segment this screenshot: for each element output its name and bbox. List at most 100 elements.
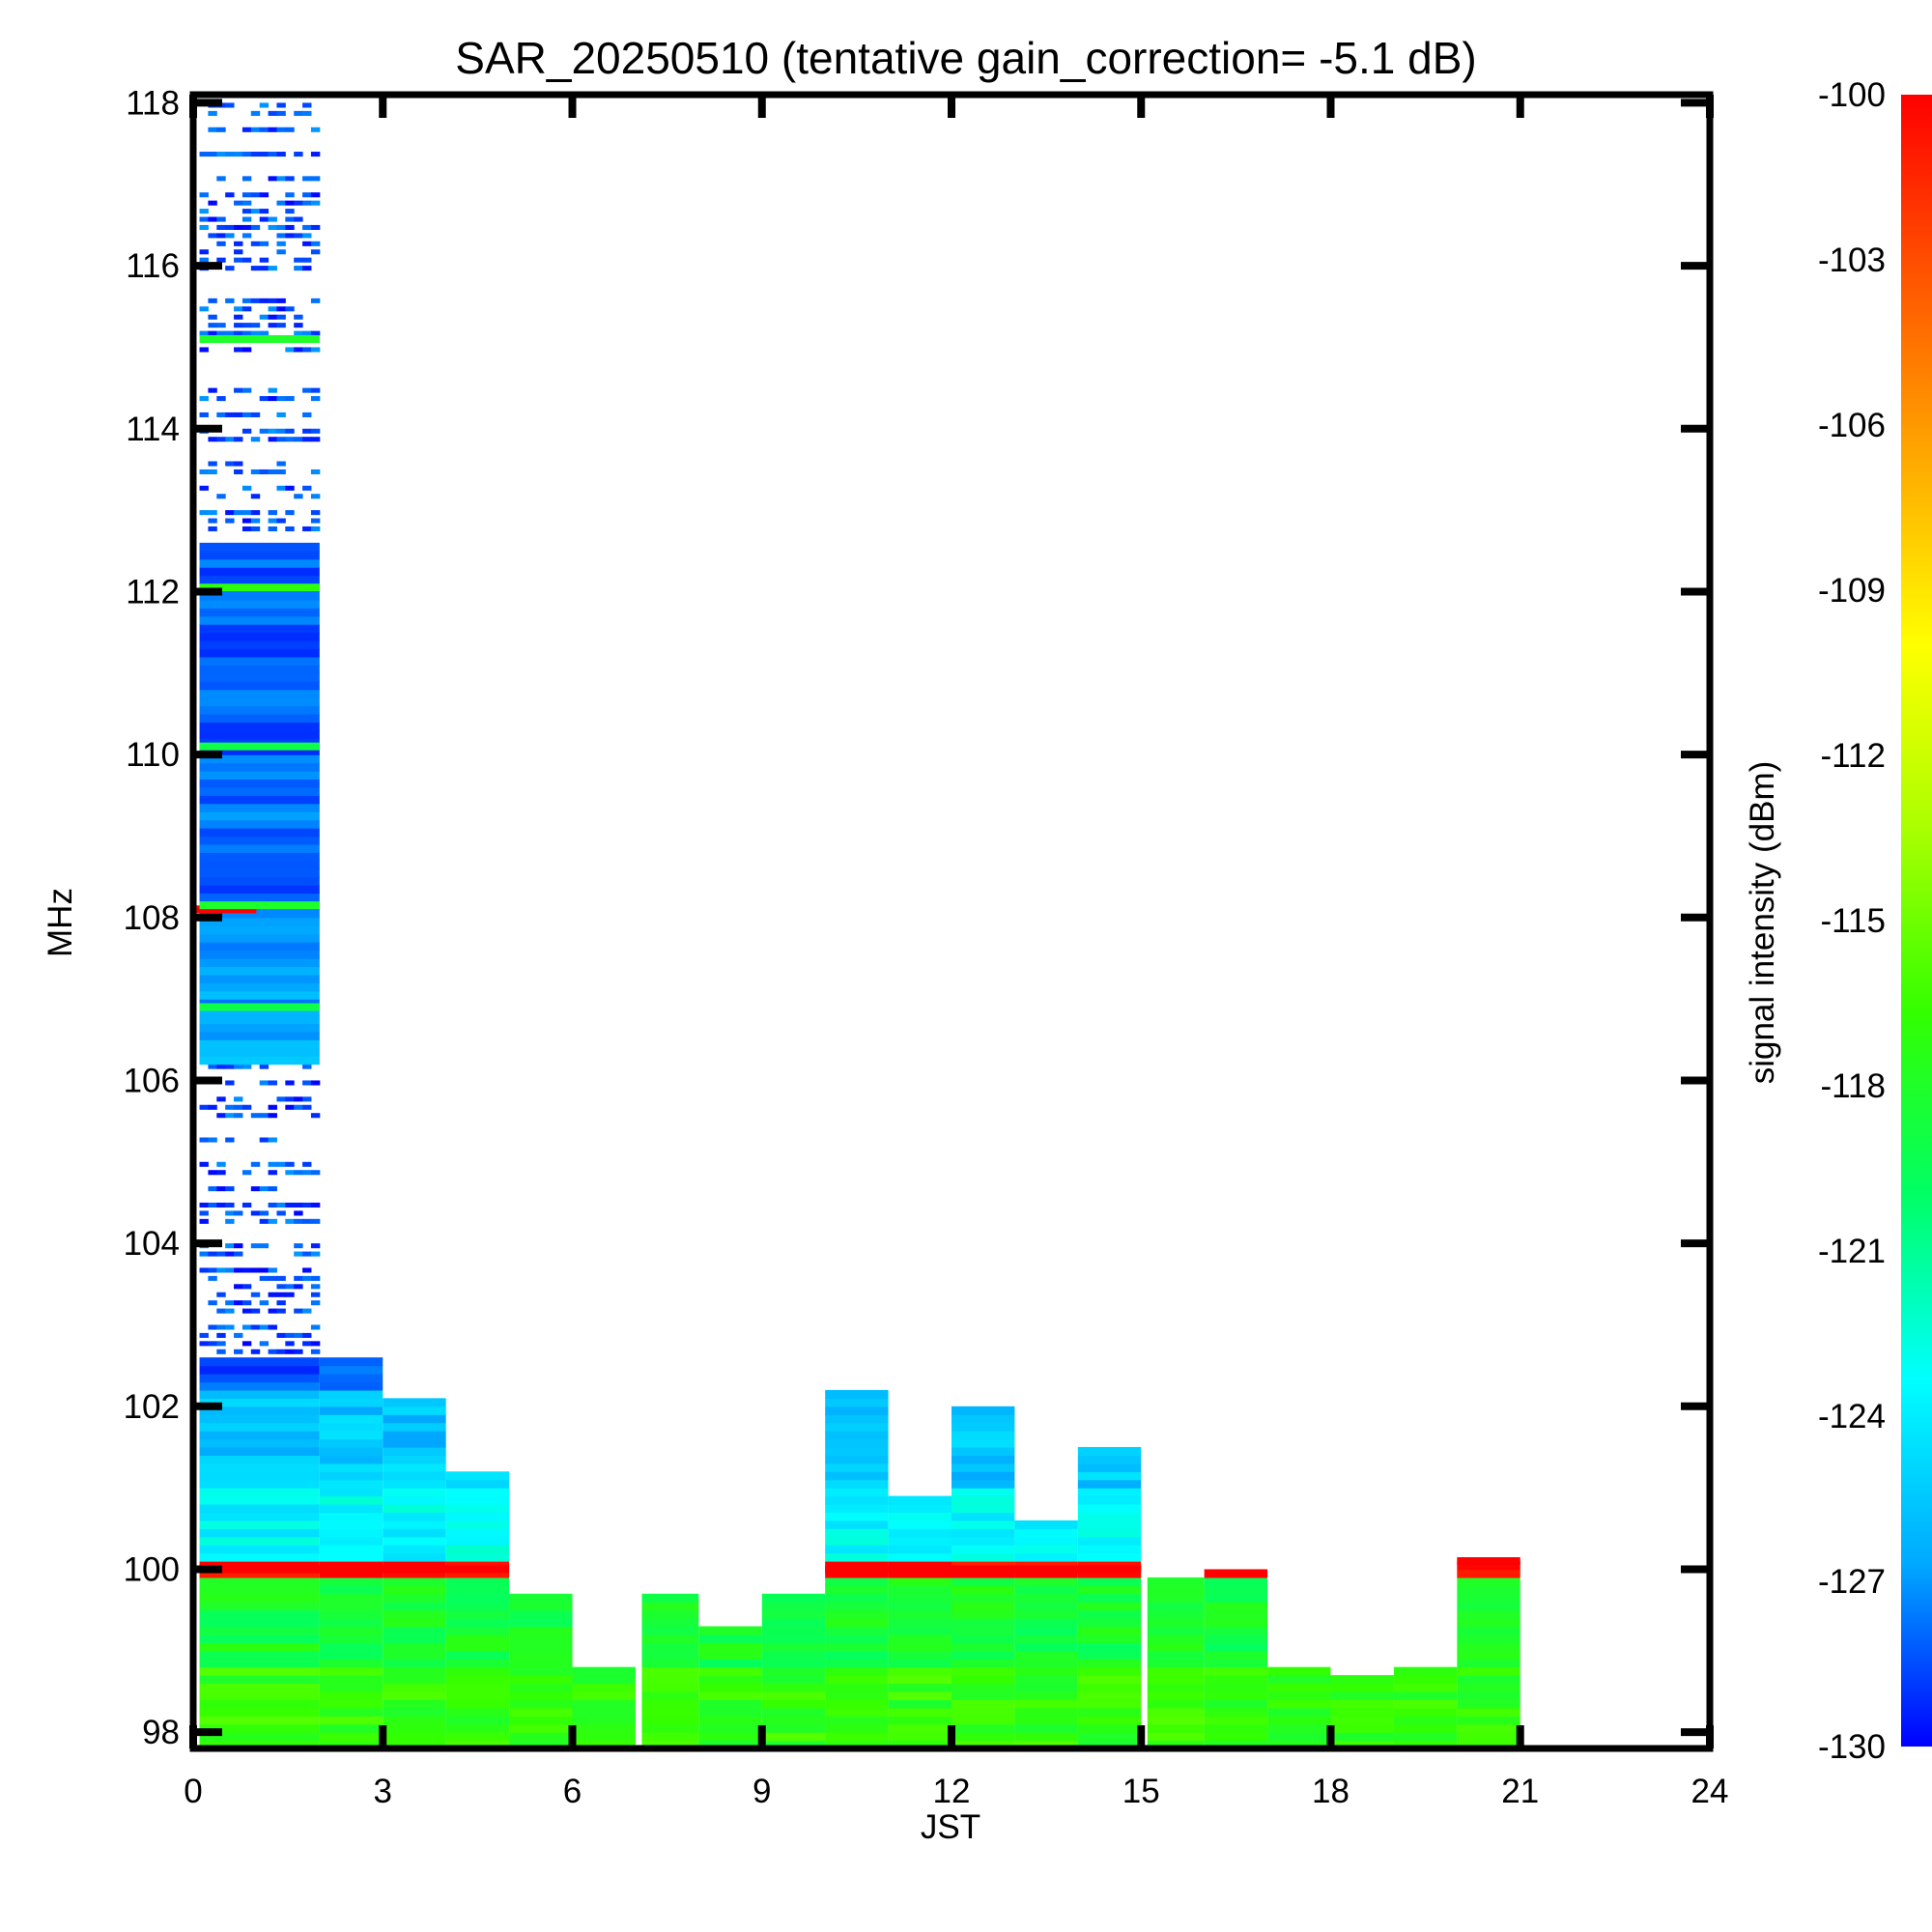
heat-cell [199, 412, 209, 417]
heat-cell [199, 615, 320, 625]
heat-cell [310, 152, 321, 157]
heat-cell [208, 1251, 217, 1257]
heat-cell [302, 192, 312, 198]
heat-cell [952, 1536, 1015, 1546]
heat-cell [1457, 1634, 1520, 1643]
heat-cell [250, 510, 261, 516]
heat-cell [572, 1707, 636, 1717]
heat-cell [509, 1634, 573, 1643]
heat-cell [199, 257, 209, 263]
heat-cell [1204, 1666, 1268, 1676]
heat-cell [208, 314, 217, 320]
y-tick-label: 110 [126, 736, 180, 774]
heat-cell [208, 510, 217, 516]
heat-cell [1204, 1675, 1268, 1685]
heat-cell [285, 437, 295, 442]
heat-cell [225, 1202, 235, 1208]
heat-cell [294, 1170, 303, 1176]
coverage-segment [1204, 1569, 1268, 1749]
heat-cell [199, 1341, 209, 1347]
heat-cell [1330, 1716, 1394, 1725]
heat-cell [1077, 1732, 1142, 1742]
heat-cell [302, 1308, 312, 1314]
heat-cell [319, 1740, 384, 1749]
heat-cell [268, 1186, 277, 1192]
heat-cell [319, 1528, 384, 1538]
heat-cell [225, 224, 235, 230]
heat-cell [698, 1642, 762, 1652]
heat-cell [698, 1626, 762, 1635]
heat-cell [952, 1455, 1015, 1464]
heat-cell [761, 1593, 826, 1603]
heat-cell [888, 1634, 952, 1643]
heat-cell [225, 437, 235, 442]
heat-cell [276, 1292, 286, 1297]
x-tick-label: 9 [753, 1773, 771, 1810]
heat-cell [888, 1650, 952, 1660]
heat-cell [302, 200, 312, 206]
heat-cell [825, 1732, 889, 1742]
heat-cell [285, 127, 295, 132]
heat-cell [1077, 1569, 1142, 1578]
y-tick-label: 108 [124, 899, 180, 937]
heat-cell [268, 1267, 277, 1273]
heat-cell [1077, 1675, 1142, 1685]
heat-cell [509, 1659, 573, 1668]
heat-cell [1393, 1675, 1458, 1685]
heat-cell [825, 1431, 889, 1440]
heat-cell [276, 233, 286, 239]
heat-cell [1077, 1528, 1142, 1538]
heat-cell [242, 152, 252, 157]
heat-cell [285, 428, 295, 434]
heat-cell [310, 298, 321, 303]
heat-cell [888, 1699, 952, 1709]
heat-cell [1077, 1650, 1142, 1660]
colorbar-gradient [1901, 95, 1932, 1747]
heat-cell [276, 1308, 286, 1314]
heat-cell [302, 412, 312, 417]
heat-cell [199, 648, 320, 658]
heat-cell [242, 1284, 252, 1290]
heat-cell [952, 1618, 1015, 1628]
heat-cell [294, 323, 303, 328]
heat-cell [285, 396, 295, 402]
heat-cell [1147, 1585, 1205, 1595]
heat-cell [216, 1202, 226, 1208]
heat-cell [761, 1740, 826, 1749]
x-tick-label: 24 [1691, 1773, 1729, 1810]
heat-cell [285, 306, 295, 312]
heat-cell [825, 1406, 889, 1415]
heat-cell [259, 428, 270, 434]
heat-cell [1147, 1723, 1205, 1733]
heat-cell [216, 216, 226, 222]
heat-cell [383, 1675, 446, 1685]
heat-cell [199, 1251, 209, 1257]
heat-cell [259, 1137, 270, 1143]
heat-cell [319, 1479, 384, 1489]
heat-cell [259, 396, 270, 402]
heat-cell [761, 1690, 826, 1700]
heat-cell [319, 1536, 384, 1546]
y-tick-label: 104 [124, 1225, 180, 1263]
heat-cell [888, 1716, 952, 1725]
heat-cell [1204, 1723, 1268, 1733]
heat-cell [1014, 1585, 1078, 1595]
heat-cell [310, 1300, 321, 1306]
heat-cell [310, 1341, 321, 1347]
heat-cell [1204, 1740, 1268, 1749]
heat-cell [216, 1251, 226, 1257]
heat-cell [888, 1593, 952, 1603]
heat-cell [509, 1602, 573, 1611]
heat-cell [310, 1284, 321, 1290]
heat-cell [199, 1047, 320, 1057]
coverage-segment [509, 1593, 573, 1749]
heat-cell [825, 1577, 889, 1586]
heat-cell [268, 1161, 277, 1167]
heat-cell [242, 1064, 252, 1069]
heat-cell [259, 314, 270, 320]
heat-cell [641, 1707, 699, 1717]
heat-cell [250, 241, 261, 246]
heat-cell [242, 347, 252, 353]
heat-cell [242, 526, 252, 532]
heat-cell [1077, 1723, 1142, 1733]
